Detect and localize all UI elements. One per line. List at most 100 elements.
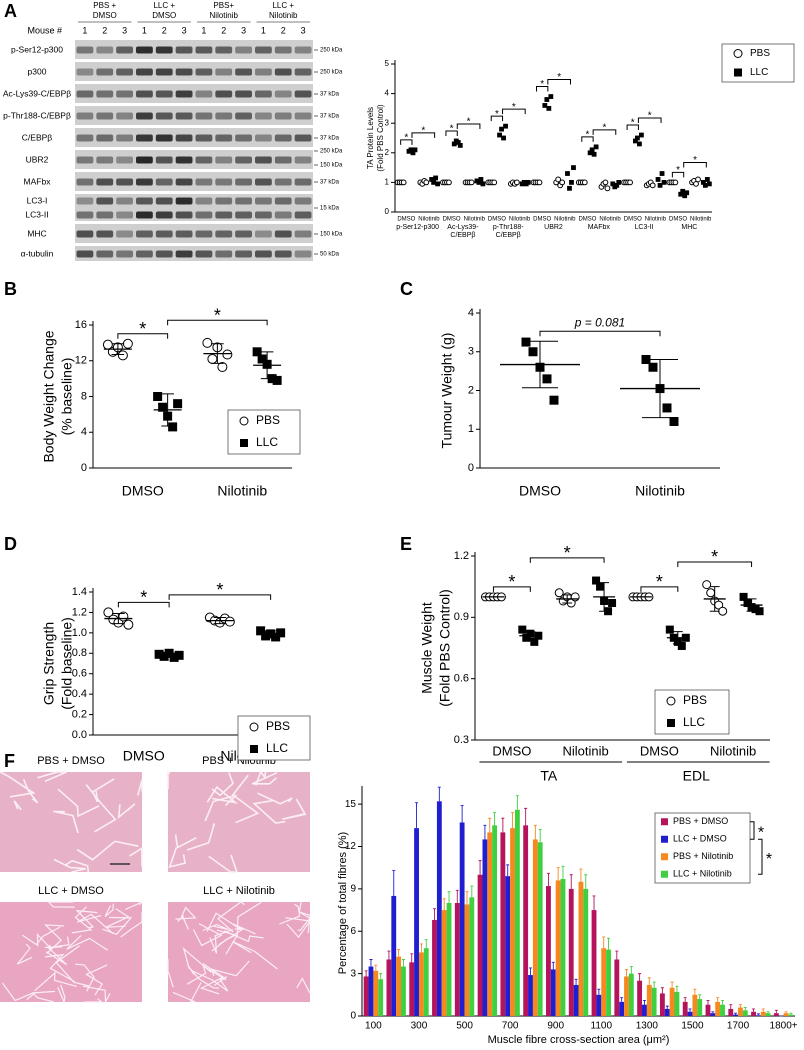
error-bar <box>602 936 606 949</box>
blot-band <box>116 134 133 142</box>
blot-band <box>76 211 94 219</box>
fibre-border <box>57 984 66 1005</box>
fibre-border <box>0 771 36 798</box>
blot-band <box>155 211 173 219</box>
data-point <box>570 592 580 602</box>
y-tick-label: 3 <box>350 968 356 979</box>
data-point <box>627 179 633 186</box>
data-point <box>503 123 508 129</box>
error-bar <box>397 949 401 957</box>
group-label: Ac-Lys39-C/EBPβ <box>447 224 479 239</box>
x-tick-label: 300 <box>411 1021 428 1032</box>
error-bar <box>533 824 537 840</box>
fibre-border <box>223 930 264 943</box>
x-tick-label: 500 <box>456 1021 473 1032</box>
significance-bracket <box>592 129 617 135</box>
data-point <box>513 179 520 186</box>
data-point <box>431 180 437 185</box>
group-label: MAFbx <box>587 224 610 231</box>
blot-band <box>155 197 173 205</box>
size-label: 15 kDa <box>320 206 340 212</box>
fibre-border <box>22 778 39 804</box>
data-point <box>410 150 416 156</box>
legend-label: LLC <box>256 435 278 449</box>
error-bar <box>607 937 611 950</box>
significance-bracket <box>671 171 685 178</box>
error-bar <box>524 807 528 826</box>
data-point <box>596 582 605 591</box>
size-label: 250 kDa <box>320 149 343 155</box>
lane-label: 2 <box>221 25 226 35</box>
significance: * <box>140 588 147 608</box>
panel-label: D <box>4 534 17 554</box>
data-point <box>571 165 576 170</box>
blot-band <box>274 68 292 76</box>
data-point <box>700 180 706 185</box>
blot-band <box>116 230 133 238</box>
fibre-border <box>204 794 237 822</box>
error-bar <box>460 805 464 823</box>
blot-band <box>195 134 213 142</box>
fibre-border <box>75 963 95 992</box>
blot-band <box>136 68 153 76</box>
data-point <box>153 392 163 401</box>
error-bar <box>379 973 383 980</box>
blot-band <box>274 178 292 186</box>
data-point <box>581 179 588 186</box>
data-point <box>548 94 554 99</box>
data-point <box>592 576 601 585</box>
bar <box>432 919 437 1016</box>
error-bar <box>675 985 679 992</box>
blot-band <box>155 134 173 142</box>
data-point <box>457 143 463 148</box>
fibre-border <box>137 779 143 796</box>
significance-bracket <box>502 108 526 115</box>
error-bar <box>501 817 505 833</box>
blot-row-label: MAFbx <box>24 176 52 186</box>
blot-band <box>76 68 94 76</box>
data-point <box>491 179 498 186</box>
fibre-border <box>211 929 238 952</box>
y-axis-label: Tumour Weight (g) <box>439 333 455 449</box>
fibre-border <box>209 929 233 954</box>
blot-strip <box>75 62 313 81</box>
data-point <box>614 182 620 188</box>
blot-row-label: p300 <box>28 66 47 76</box>
blot-band <box>116 211 133 219</box>
significance: * <box>540 79 544 90</box>
group-label: EDL <box>683 768 710 784</box>
data-point <box>648 362 658 372</box>
lane-label: 1 <box>201 25 206 35</box>
bar <box>591 910 597 1016</box>
bar <box>578 881 584 1016</box>
blot-band <box>116 46 133 54</box>
y-tick-label: 0.8 <box>72 647 87 659</box>
bar <box>583 888 589 1016</box>
blot-band <box>116 90 133 98</box>
blot-band <box>96 197 114 205</box>
data-point <box>718 606 728 616</box>
error-bar <box>711 1011 715 1014</box>
fibre-border <box>55 945 90 987</box>
significance: * <box>711 547 718 567</box>
fibre-border <box>168 846 186 869</box>
significance-bracket <box>492 586 531 592</box>
blot-band <box>76 230 94 238</box>
legend-box <box>654 812 751 884</box>
fibre-border <box>53 810 79 834</box>
lane-label: 1 <box>82 25 87 35</box>
blot-band <box>294 112 312 120</box>
fibre-border <box>36 932 52 950</box>
group-label-box: UBR2 <box>544 224 563 231</box>
bar <box>720 1004 725 1016</box>
fibre-border <box>13 800 22 811</box>
sd-bar <box>746 598 757 612</box>
data-point <box>565 171 570 176</box>
data-point <box>702 182 708 188</box>
data-point <box>455 140 461 145</box>
blot-band <box>175 112 193 120</box>
bar <box>532 839 538 1016</box>
significance: * <box>586 130 590 141</box>
error-bar <box>437 786 441 802</box>
